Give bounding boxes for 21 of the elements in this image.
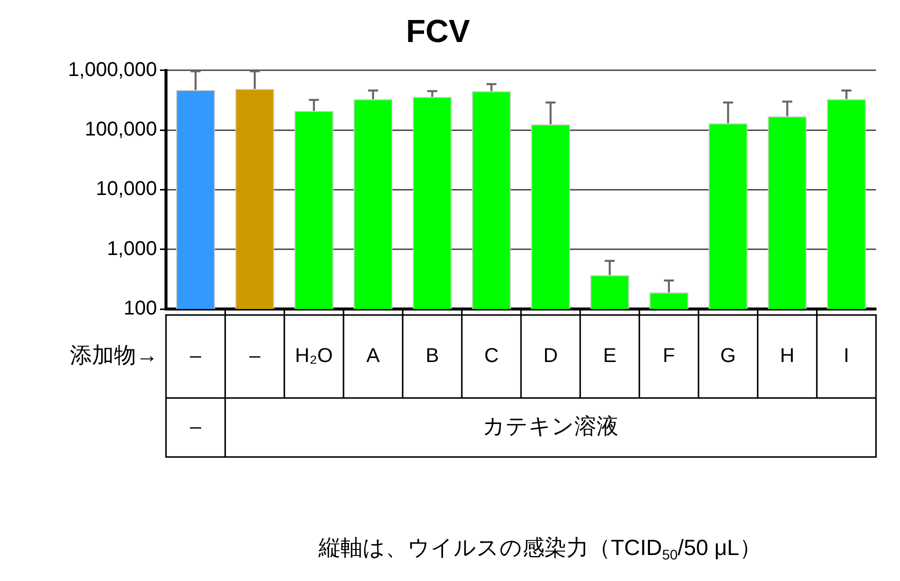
x-tick-label: E (603, 345, 616, 368)
x-tick-label: I (844, 345, 850, 368)
x-tick-label: B (426, 345, 439, 368)
y-tick-label: 1,000,000 (68, 58, 157, 81)
y-tick-label: 10,000 (96, 178, 157, 200)
chart-title: FCV (406, 13, 471, 50)
y-tick-label: 1,000 (106, 238, 157, 260)
x-tick-label: D (543, 345, 558, 368)
x-tick-label: – (249, 345, 262, 368)
x-tick-label: F (662, 345, 676, 368)
x-tick-label: G (720, 345, 736, 368)
x-axis-title: 添加物→ (70, 342, 158, 368)
x-tick-label: – (190, 345, 202, 368)
y-tick-label: 100 (124, 298, 157, 320)
x-tick-label: C (484, 345, 499, 368)
y-tick-label: 100,000 (84, 118, 157, 141)
x-tick-label: H₂O (295, 345, 333, 368)
text: カテキン溶液 (482, 414, 619, 439)
x-tick-label: A (366, 345, 380, 368)
x-tick-label: H (780, 345, 794, 368)
text: – (190, 416, 202, 438)
